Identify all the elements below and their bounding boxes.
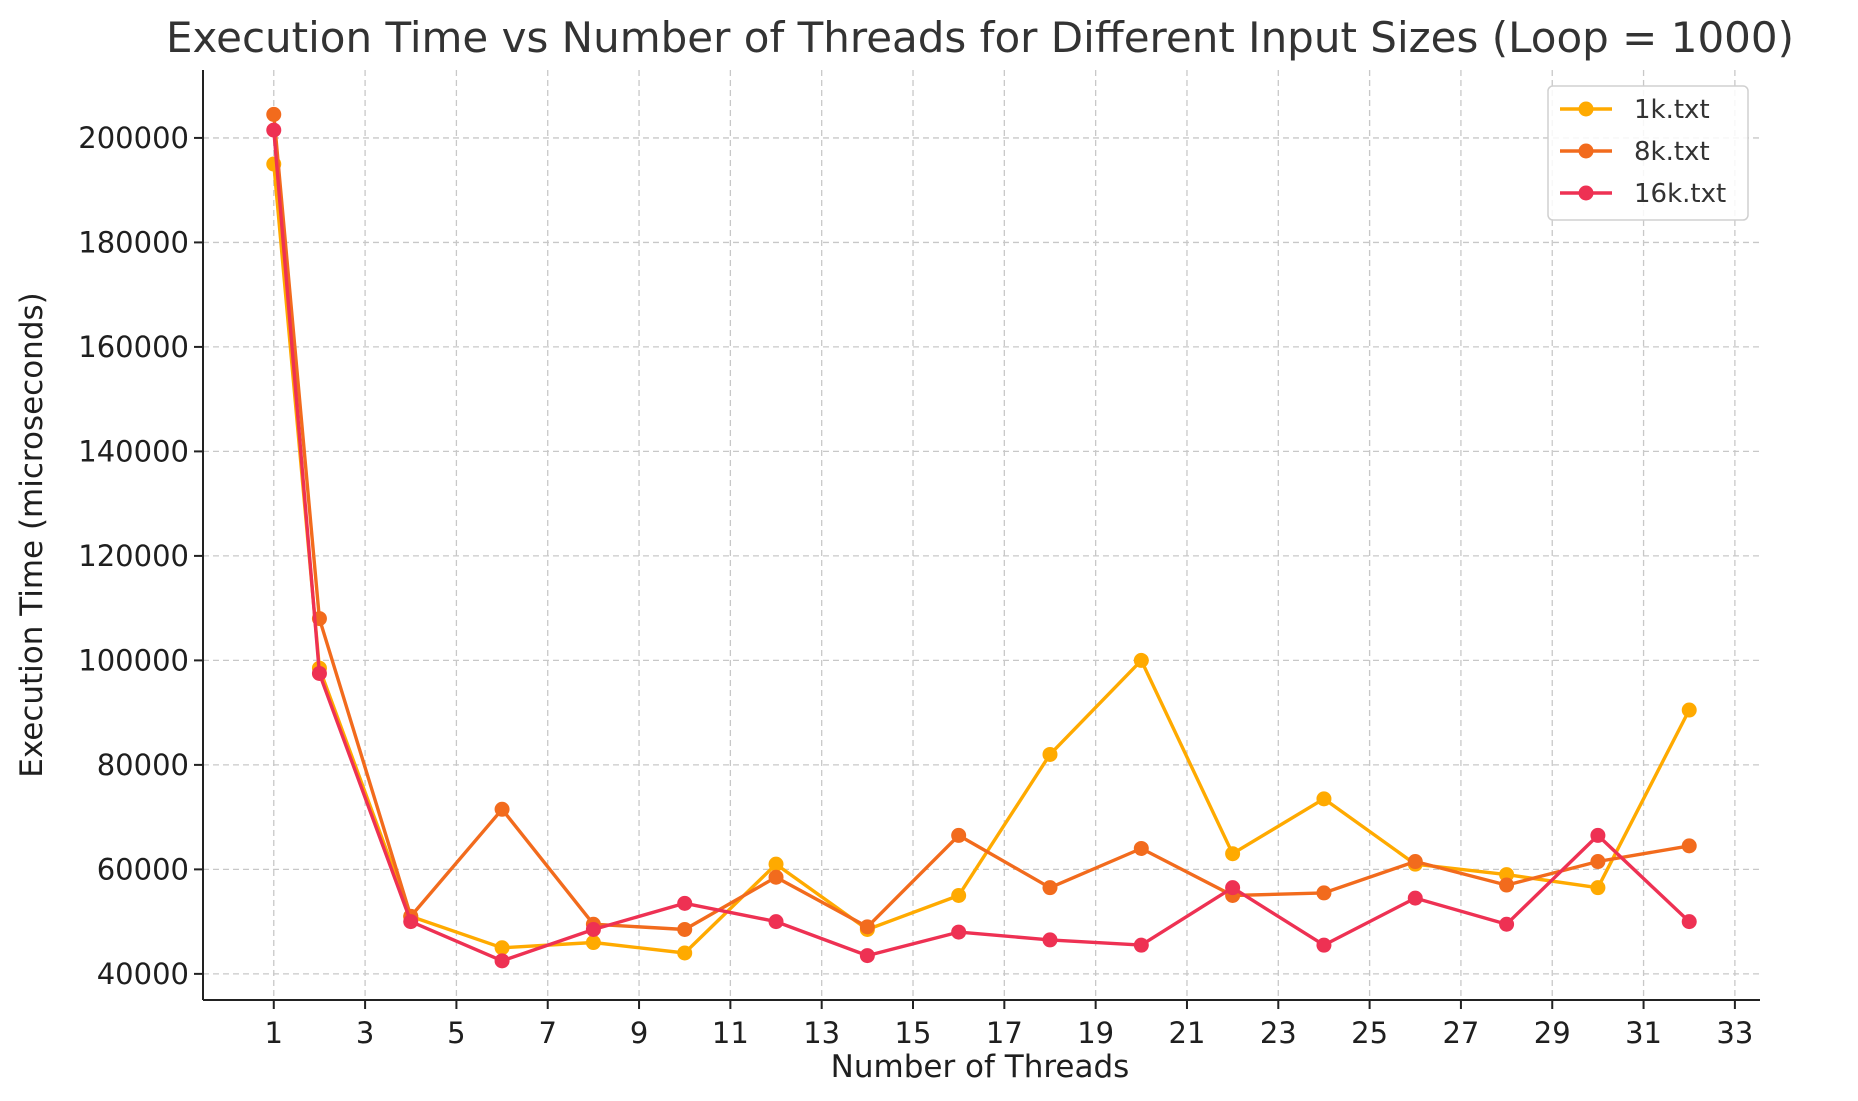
legend-marker (1578, 143, 1594, 159)
data-point (1133, 652, 1149, 668)
data-point (1499, 916, 1515, 932)
data-point (1590, 854, 1606, 870)
x-tick-label: 31 (1625, 1016, 1662, 1050)
data-point (1590, 880, 1606, 896)
data-point (1225, 846, 1241, 862)
data-point (951, 888, 967, 904)
data-point (951, 827, 967, 843)
data-point (1681, 702, 1697, 718)
data-point (266, 106, 282, 122)
data-point (1133, 840, 1149, 856)
x-tick-label: 9 (630, 1016, 648, 1050)
legend-marker (1578, 101, 1594, 117)
y-tick-label: 180000 (78, 225, 189, 259)
data-point (585, 921, 601, 937)
data-point (1042, 880, 1058, 896)
y-tick-label: 140000 (78, 434, 189, 468)
series-16k-txt (266, 122, 1697, 969)
legend: 1k.txt 8k.txt 16k.txt (1547, 85, 1749, 221)
y-tick-label: 100000 (78, 643, 189, 677)
series-layer (266, 106, 1697, 969)
data-point (677, 921, 693, 937)
x-tick-label: 7 (539, 1016, 557, 1050)
data-point (494, 801, 510, 817)
data-point (1316, 791, 1332, 807)
data-point (1590, 827, 1606, 843)
y-tick-label: 40000 (97, 957, 189, 991)
x-tick-label: 1 (265, 1016, 283, 1050)
x-tick-label: 5 (447, 1016, 465, 1050)
legend-label: 16k.txt (1634, 179, 1726, 209)
y-axis-label: Execution Time (microseconds) (14, 292, 50, 777)
data-point (768, 856, 784, 872)
x-tick-label: 33 (1716, 1016, 1753, 1050)
data-point (1407, 854, 1423, 870)
x-tick-label: 25 (1351, 1016, 1388, 1050)
data-point (859, 919, 875, 935)
data-point (951, 924, 967, 940)
x-tick-label: 15 (895, 1016, 932, 1050)
data-point (1316, 937, 1332, 953)
data-point (859, 948, 875, 964)
data-point (1225, 880, 1241, 896)
y-tick-label: 120000 (78, 539, 189, 573)
chart-title: Execution Time vs Number of Threads for … (166, 13, 1794, 62)
series-line (272, 114, 1690, 932)
data-point (677, 895, 693, 911)
series-line (272, 163, 1691, 955)
y-tick-label: 200000 (78, 121, 189, 155)
data-point (768, 914, 784, 930)
x-tick-label: 23 (1260, 1016, 1297, 1050)
x-tick-label: 17 (986, 1016, 1023, 1050)
data-point (1681, 914, 1697, 930)
x-tick-label: 3 (356, 1016, 374, 1050)
data-point (1042, 746, 1058, 762)
series-line (272, 129, 1691, 963)
legend-label: 1k.txt (1634, 95, 1710, 125)
grid-layer (203, 70, 1760, 1000)
data-point (1133, 937, 1149, 953)
data-point (494, 953, 510, 969)
x-tick-label: 29 (1534, 1016, 1571, 1050)
x-tick-label: 19 (1077, 1016, 1114, 1050)
data-point (494, 940, 510, 956)
x-tick-label: 11 (712, 1016, 749, 1050)
axes-layer: 1 3 5 7 9 11 13 15 17 19 21 23 25 27 29 31 3340000600008… (78, 70, 1760, 1050)
data-point (768, 869, 784, 885)
data-point (266, 122, 282, 138)
y-tick-label: 80000 (97, 748, 189, 782)
legend-box (1547, 85, 1749, 221)
x-axis-label: Number of Threads (831, 1049, 1130, 1085)
data-point (403, 914, 419, 930)
data-point (1499, 867, 1515, 883)
data-point (1042, 932, 1058, 948)
data-point (1681, 838, 1697, 854)
data-point (585, 935, 601, 951)
data-point (1407, 890, 1423, 906)
data-point (311, 665, 327, 681)
x-tick-label: 21 (1169, 1016, 1206, 1050)
x-tick-label: 13 (803, 1016, 840, 1050)
y-tick-label: 160000 (78, 330, 189, 364)
y-tick-label: 60000 (97, 852, 189, 886)
data-point (677, 945, 693, 961)
legend-label: 8k.txt (1634, 137, 1710, 167)
series-1k-txt (266, 156, 1697, 961)
data-point (1316, 885, 1332, 901)
data-point (1499, 877, 1515, 893)
series-8k-txt (266, 106, 1697, 937)
x-tick-label: 27 (1442, 1016, 1479, 1050)
legend-marker (1578, 185, 1594, 201)
